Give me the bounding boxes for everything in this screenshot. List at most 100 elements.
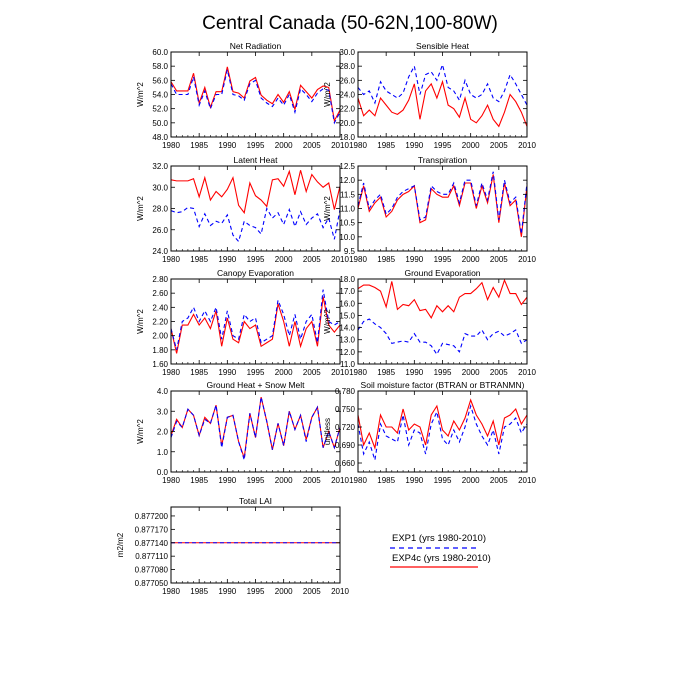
y-axis-label: m2/m2	[116, 532, 125, 557]
x-tick-label: 1985	[377, 368, 395, 377]
series-line-exp4c	[171, 66, 340, 123]
x-tick-label: 2005	[303, 587, 321, 596]
y-tick-label: 28.0	[152, 205, 168, 214]
panel-ground-evaporation: Ground Evaporation 1980 1985 1990 1995 2000 20…	[323, 268, 536, 377]
x-tick-label: 1985	[377, 476, 395, 485]
x-tick-label: 1995	[434, 141, 452, 150]
x-tick-label: 1980	[162, 587, 180, 596]
series-line-exp1	[358, 62, 527, 106]
y-tick-label: 11.0	[340, 360, 356, 369]
x-tick-label: 1990	[405, 368, 423, 377]
y-tick-label: 11.0	[340, 205, 356, 214]
y-tick-label: 54.0	[152, 91, 168, 100]
series-line-exp4c	[171, 169, 340, 215]
x-tick-label: 2000	[275, 368, 293, 377]
panel-sensible-heat: Sensible Heat 1980 1985 1990 1995 2000 2005 201…	[323, 41, 536, 150]
y-tick-label: 12.5	[339, 162, 355, 171]
y-tick-label: 9.5	[344, 247, 356, 256]
panel-title: Canopy Evaporation	[217, 268, 294, 278]
x-tick-label: 1980	[349, 368, 367, 377]
y-tick-label: 18.0	[339, 133, 355, 142]
x-tick-label: 2010	[331, 587, 349, 596]
x-tick-label: 2000	[462, 255, 480, 264]
x-tick-label: 1995	[247, 141, 265, 150]
y-tick-label: 0.877080	[135, 566, 169, 575]
y-tick-label: 2.0	[157, 428, 169, 437]
x-tick-label: 1980	[162, 141, 180, 150]
panel-title: Total LAI	[239, 496, 272, 506]
y-tick-label: 3.0	[157, 407, 169, 416]
y-axis-label: unitless	[323, 418, 332, 445]
series-line-exp1	[171, 289, 340, 350]
x-tick-label: 2010	[331, 368, 349, 377]
x-tick-label: 1995	[434, 368, 452, 377]
y-tick-label: 22.0	[339, 105, 355, 114]
panel-latent-heat: Latent Heat 1980 1985 1990 1995 2000 2005 2010 2…	[136, 155, 349, 264]
y-tick-label: 56.0	[152, 76, 168, 85]
y-tick-label: 2.60	[152, 289, 168, 298]
y-tick-label: 0.780	[335, 387, 356, 396]
x-tick-label: 1990	[218, 255, 236, 264]
x-tick-label: 2010	[331, 255, 349, 264]
x-tick-label: 2000	[275, 587, 293, 596]
x-tick-label: 1995	[247, 587, 265, 596]
x-tick-label: 1980	[162, 368, 180, 377]
x-tick-label: 1990	[218, 141, 236, 150]
x-tick-label: 1990	[405, 255, 423, 264]
y-axis-label: W/m^2	[136, 82, 145, 107]
legend-label-exp4c: EXP4c (yrs 1980-2010)	[392, 553, 491, 564]
series-line-exp1	[171, 69, 340, 125]
x-tick-label: 2000	[275, 476, 293, 485]
x-tick-label: 2005	[490, 255, 508, 264]
series-line-exp1	[358, 171, 527, 235]
x-tick-label: 1990	[405, 476, 423, 485]
y-tick-label: 0.690	[335, 441, 356, 450]
y-tick-label: 15.0	[339, 311, 355, 320]
series-line-exp4c	[358, 79, 527, 128]
panels: Net Radiation 1980 1985 1990 1995 2000 2005 201…	[116, 41, 536, 596]
x-tick-label: 1985	[190, 587, 208, 596]
x-tick-label: 2010	[331, 141, 349, 150]
y-tick-label: 1.60	[152, 360, 168, 369]
y-tick-label: 1.0	[157, 448, 169, 457]
y-tick-label: 4.0	[157, 387, 169, 396]
y-tick-label: 2.80	[152, 275, 168, 284]
panel-title: Sensible Heat	[416, 41, 470, 51]
y-axis-label: W/m^2	[136, 419, 145, 444]
series-line-exp4c	[358, 174, 527, 237]
y-axis-label: W/m^2	[136, 196, 145, 221]
y-tick-label: 14.0	[339, 324, 355, 333]
y-tick-label: 1.80	[152, 346, 168, 355]
y-tick-label: 10.5	[339, 219, 355, 228]
x-tick-label: 2010	[518, 368, 536, 377]
panel-title: Net Radiation	[230, 41, 282, 51]
x-tick-label: 2000	[462, 368, 480, 377]
x-tick-label: 2010	[518, 476, 536, 485]
x-tick-label: 2005	[303, 368, 321, 377]
series-line-exp4c	[171, 296, 340, 354]
x-tick-label: 1980	[349, 476, 367, 485]
legend: EXP1 (yrs 1980-2010) EXP4c (yrs 1980-201…	[390, 533, 491, 568]
y-tick-label: 11.5	[340, 190, 356, 199]
figure-title: Central Canada (50-62N,100-80W)	[202, 13, 498, 34]
x-tick-label: 1980	[162, 476, 180, 485]
y-tick-label: 32.0	[152, 162, 168, 171]
y-tick-label: 16.0	[339, 299, 355, 308]
x-tick-label: 2005	[490, 141, 508, 150]
y-tick-label: 20.0	[339, 119, 355, 128]
y-tick-label: 50.0	[152, 119, 168, 128]
y-tick-label: 2.00	[152, 332, 168, 341]
x-tick-label: 2000	[275, 141, 293, 150]
x-tick-label: 2000	[275, 255, 293, 264]
y-tick-label: 2.20	[152, 318, 168, 327]
y-tick-label: 12.0	[339, 348, 355, 357]
y-tick-label: 0.877110	[135, 552, 168, 561]
y-tick-label: 2.40	[152, 303, 168, 312]
x-tick-label: 1980	[349, 255, 367, 264]
y-axis-label: W/m^2	[136, 309, 145, 334]
series-line-exp4c	[358, 279, 527, 319]
x-tick-label: 1980	[349, 141, 367, 150]
panel-canopy-evaporation: Canopy Evaporation 1980 1985 1990 1995 2000 20…	[136, 268, 349, 377]
